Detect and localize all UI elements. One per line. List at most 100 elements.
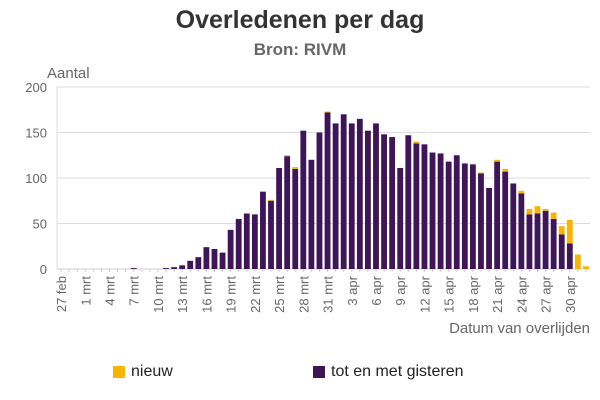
x-tick-label: 31 mrt [321,276,336,313]
bar-tot-en-met-gisteren[interactable] [542,210,549,269]
legend-item-nieuw[interactable]: nieuw [113,363,173,381]
bar-tot-en-met-gisteren[interactable] [486,188,492,269]
bar-tot-en-met-gisteren[interactable] [171,267,178,269]
x-tick-label: 12 apr [417,275,432,313]
x-tick-label: 16 mrt [199,276,214,313]
bar-tot-en-met-gisteren[interactable] [308,159,315,269]
legend-label-nieuw: nieuw [131,363,173,380]
bar-tot-en-met-gisteren[interactable] [130,268,137,269]
bar-tot-en-met-gisteren[interactable] [365,130,371,269]
bar-tot-en-met-gisteren[interactable] [179,265,186,269]
x-tick-label: 22 mrt [248,276,263,313]
bar-nieuw[interactable] [526,208,533,215]
bar-tot-en-met-gisteren[interactable] [276,167,282,269]
bar-tot-en-met-gisteren[interactable] [332,123,339,270]
bar-tot-en-met-gisteren[interactable] [389,137,396,269]
bar-tot-en-met-gisteren[interactable] [203,247,210,269]
bar-tot-en-met-gisteren[interactable] [235,218,242,269]
x-tick-label: 9 apr [393,275,408,305]
bar-nieuw[interactable] [583,266,589,269]
bar-tot-en-met-gisteren[interactable] [381,134,387,269]
x-tick-label: 19 mrt [224,276,239,313]
axes: 0 50 100 150 200 27 feb 1 mrt 4 mrt 7 mrt 10 mrt 1… [25,80,587,313]
bar-tot-en-met-gisteren[interactable] [316,132,323,270]
bar-tot-en-met-gisteren[interactable] [300,130,307,269]
bar-tot-en-met-gisteren[interactable] [251,214,258,269]
bar-tot-en-met-gisteren[interactable] [211,248,218,269]
bar-tot-en-met-gisteren[interactable] [284,156,291,269]
bar-tot-en-met-gisteren[interactable] [518,193,525,269]
bar-nieuw[interactable] [284,155,291,157]
bars [130,111,589,270]
y-tick-label: 50 [33,217,47,232]
bar-tot-en-met-gisteren[interactable] [187,260,194,269]
bar-tot-en-met-gisteren[interactable] [437,153,444,269]
bar-tot-en-met-gisteren[interactable] [243,213,250,269]
bar-tot-en-met-gisteren[interactable] [397,167,404,269]
bar-tot-en-met-gisteren[interactable] [292,168,299,269]
bar-nieuw[interactable] [542,208,549,211]
x-tick-label: 18 apr [466,275,481,313]
y-tick-label: 100 [25,171,47,186]
y-tick-label: 150 [25,126,47,141]
x-tick-label: 4 mrt [102,276,117,306]
bar-nieuw[interactable] [268,199,274,201]
bar-nieuw[interactable] [413,141,420,144]
x-tick-label: 28 mrt [296,276,311,313]
bar-tot-en-met-gisteren[interactable] [413,143,420,269]
bar-nieuw[interactable] [478,172,484,174]
x-tick-label: 27 apr [539,275,554,313]
bar-nieuw[interactable] [518,190,525,194]
bar-nieuw[interactable] [566,219,573,244]
bar-nieuw[interactable] [558,226,565,235]
bar-tot-en-met-gisteren[interactable] [324,112,331,269]
bar-tot-en-met-gisteren[interactable] [526,214,533,269]
x-tick-label: 27 feb [54,276,69,312]
bar-nieuw[interactable] [550,212,557,219]
bar-tot-en-met-gisteren[interactable] [469,164,476,269]
x-tick-label: 3 apr [345,275,360,305]
x-tick-label: 25 mrt [272,276,287,313]
bar-tot-en-met-gisteren[interactable] [340,114,347,269]
bar-nieuw[interactable] [574,254,581,269]
bar-tot-en-met-gisteren[interactable] [260,191,266,269]
bar-tot-en-met-gisteren[interactable] [453,155,460,269]
bar-tot-en-met-gisteren[interactable] [429,152,436,269]
x-axis-label: Datum van overlijden [449,320,590,337]
bar-nieuw[interactable] [494,159,501,162]
bar-tot-en-met-gisteren[interactable] [478,173,484,269]
bar-tot-en-met-gisteren[interactable] [356,118,363,269]
bar-nieuw[interactable] [292,167,299,169]
bar-tot-en-met-gisteren[interactable] [348,123,355,270]
bar-tot-en-met-gisteren[interactable] [445,161,452,269]
bar-tot-en-met-gisteren[interactable] [373,123,379,270]
bar-tot-en-met-gisteren[interactable] [421,144,428,269]
bar-tot-en-met-gisteren[interactable] [566,243,573,269]
bar-tot-en-met-gisteren[interactable] [405,135,412,269]
chart-title: Overledenen per dag [175,6,425,34]
x-tick-label: 13 mrt [175,276,190,313]
bar-nieuw[interactable] [502,168,509,172]
bar-nieuw[interactable] [324,111,331,113]
bar-nieuw[interactable] [534,206,541,214]
bar-tot-en-met-gisteren[interactable] [219,252,226,269]
bar-tot-en-met-gisteren[interactable] [268,200,274,269]
y-tick-label: 0 [40,262,47,277]
x-tick-label: 21 apr [490,275,505,313]
y-tick-label: 200 [25,80,47,95]
x-tick-label: 10 mrt [151,276,166,313]
bar-tot-en-met-gisteren[interactable] [550,218,557,269]
bar-tot-en-met-gisteren[interactable] [534,213,541,269]
bar-tot-en-met-gisteren[interactable] [227,229,234,269]
legend-item-tot-en-met-gisteren[interactable]: tot en met gisteren [313,363,464,381]
bar-tot-en-met-gisteren[interactable] [494,161,501,269]
bar-tot-en-met-gisteren[interactable] [510,183,517,269]
bar-tot-en-met-gisteren[interactable] [502,171,509,269]
x-tick-label: 6 apr [369,275,384,305]
bar-tot-en-met-gisteren[interactable] [163,268,169,269]
bar-tot-en-met-gisteren[interactable] [558,234,565,269]
bar-tot-en-met-gisteren[interactable] [195,257,202,269]
bar-tot-en-met-gisteren[interactable] [461,163,468,269]
x-tick-label: 30 apr [563,275,578,313]
